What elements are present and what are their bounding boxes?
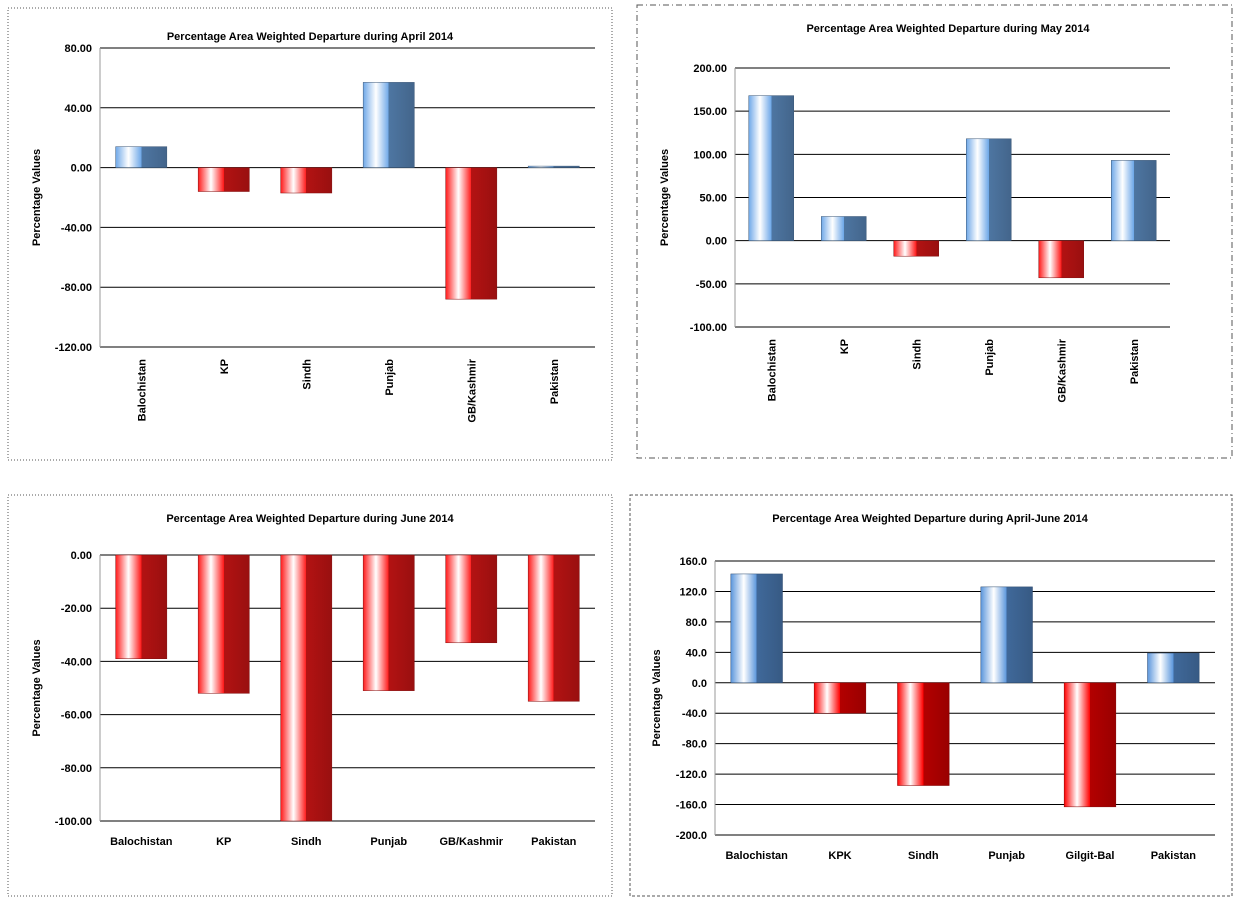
y-tick-label: -120.00 — [55, 342, 92, 354]
x-tick-label: Punjab — [984, 339, 996, 376]
y-tick-label: 120.0 — [679, 586, 707, 598]
y-axis-title: Percentage Values — [651, 649, 663, 746]
y-tick-label: -40.00 — [61, 222, 92, 234]
x-tick-label: Balochistan — [136, 359, 148, 422]
bar — [197, 554, 250, 694]
bar — [748, 95, 794, 241]
bar — [966, 138, 1012, 241]
bar — [197, 167, 250, 192]
y-tick-label: -80.0 — [682, 739, 707, 751]
chart-title: Percentage Area Weighted Departure durin… — [806, 23, 1090, 35]
bar — [280, 554, 333, 822]
x-tick-label: Punjab — [370, 836, 407, 848]
x-tick-label: Pakistan — [531, 836, 577, 848]
chart-title: Percentage Area Weighted Departure durin… — [166, 513, 454, 525]
y-tick-label: -80.00 — [61, 763, 92, 775]
bar — [897, 682, 950, 786]
y-tick-label: 40.00 — [64, 103, 92, 115]
bar — [1111, 160, 1157, 241]
y-tick-label: 0.00 — [71, 163, 92, 175]
x-tick-label: Sindh — [301, 359, 313, 390]
x-tick-label: Pakistan — [1129, 339, 1141, 385]
x-tick-label: Gilgit-Bal — [1066, 850, 1115, 862]
y-tick-label: -60.00 — [61, 710, 92, 722]
y-tick-label: 50.00 — [699, 193, 727, 205]
y-axis-title: Percentage Values — [659, 149, 671, 246]
bar — [445, 167, 498, 300]
y-tick-label: 160.0 — [679, 556, 707, 568]
y-tick-label: 0.00 — [71, 550, 92, 562]
bar — [730, 573, 783, 684]
bar — [115, 146, 168, 168]
y-tick-label: -100.00 — [690, 322, 727, 334]
bar — [1038, 240, 1084, 279]
y-tick-label: -160.0 — [676, 800, 707, 812]
x-tick-label: Balochistan — [110, 836, 173, 848]
x-tick-label: Pakistan — [1151, 850, 1197, 862]
bar — [445, 554, 498, 644]
x-tick-label: KP — [216, 836, 231, 848]
y-tick-label: -100.00 — [55, 816, 92, 828]
panel-border — [7, 494, 613, 897]
panel-border — [636, 4, 1233, 459]
bar — [1147, 652, 1200, 684]
bar — [821, 216, 867, 241]
bar — [813, 682, 867, 714]
y-tick-label: 80.0 — [686, 617, 707, 629]
x-tick-label: GB/Kashmir — [1056, 338, 1068, 402]
y-tick-label: -50.00 — [696, 279, 727, 291]
bar — [527, 554, 580, 702]
x-tick-label: Sindh — [291, 836, 322, 848]
x-tick-label: Punjab — [988, 850, 1025, 862]
y-tick-label: -200.0 — [676, 830, 707, 842]
x-tick-label: KP — [839, 339, 851, 354]
bar — [362, 82, 415, 168]
y-tick-label: 200.00 — [693, 63, 727, 75]
y-tick-label: 0.00 — [706, 236, 727, 248]
bar — [893, 240, 939, 257]
x-tick-label: KPK — [828, 850, 851, 862]
y-tick-label: -40.00 — [61, 656, 92, 668]
x-tick-label: Pakistan — [549, 359, 561, 405]
x-tick-label: GB/Kashmir — [466, 358, 478, 422]
x-tick-label: Sindh — [908, 850, 939, 862]
panel-border — [629, 494, 1233, 897]
chart-title: Percentage Area Weighted Departure durin… — [772, 513, 1089, 525]
bar — [280, 167, 333, 194]
y-tick-label: -40.0 — [682, 708, 707, 720]
y-tick-label: 0.0 — [692, 678, 707, 690]
x-tick-label: GB/Kashmir — [439, 836, 503, 848]
x-tick-label: KP — [219, 359, 231, 374]
x-tick-label: Balochistan — [725, 850, 788, 862]
x-tick-label: Sindh — [911, 339, 923, 370]
bar — [980, 586, 1033, 684]
y-tick-label: 40.0 — [686, 647, 707, 659]
bar — [115, 554, 168, 659]
x-tick-label: Balochistan — [766, 339, 778, 402]
x-tick-label: Punjab — [384, 359, 396, 396]
panel-border — [7, 7, 613, 461]
y-tick-label: 150.00 — [693, 106, 727, 118]
bar — [527, 165, 580, 168]
y-tick-label: -120.0 — [676, 769, 707, 781]
y-axis-title: Percentage Values — [31, 639, 43, 736]
bar — [362, 554, 415, 691]
y-tick-label: 80.00 — [64, 43, 92, 55]
bar — [1063, 682, 1117, 808]
y-tick-label: -20.00 — [61, 603, 92, 615]
chart-title: Percentage Area Weighted Departure durin… — [167, 31, 454, 43]
y-tick-label: -80.00 — [61, 282, 92, 294]
y-tick-label: 100.00 — [693, 149, 727, 161]
y-axis-title: Percentage Values — [31, 149, 43, 246]
